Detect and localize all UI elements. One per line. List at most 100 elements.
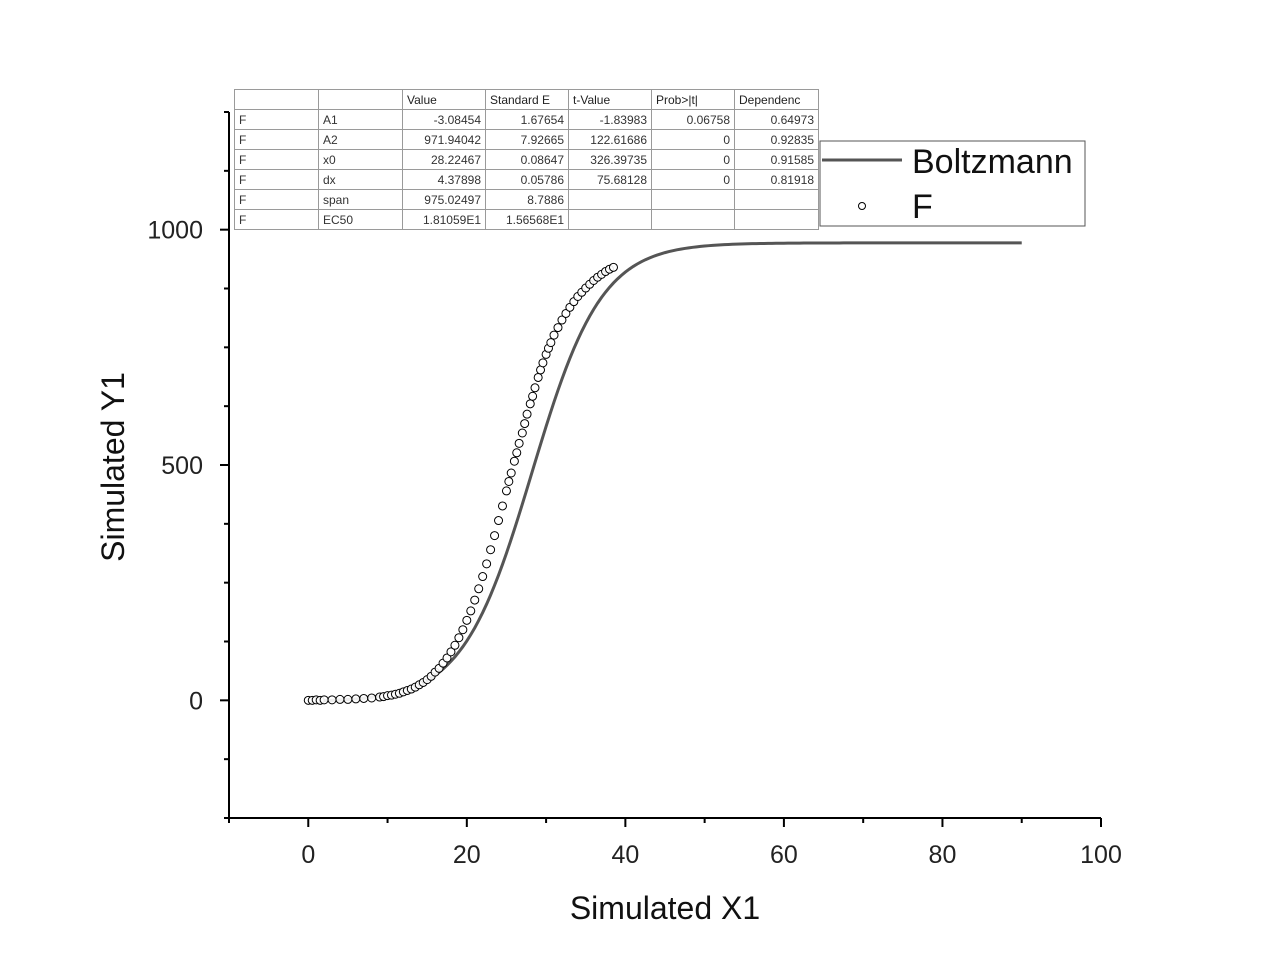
- x-tick-label: 80: [929, 841, 957, 869]
- y-tick-label: 1000: [147, 217, 203, 245]
- table-cell: EC50: [318, 209, 403, 230]
- table-cell: span: [318, 189, 403, 210]
- data-point: [497, 501, 507, 511]
- legend-box: [819, 140, 1086, 227]
- table-cell: [651, 209, 735, 230]
- table-cell: 1.56568E1: [485, 209, 569, 230]
- table-cell: 975.02497: [402, 189, 486, 210]
- data-point: [533, 372, 543, 382]
- table-cell: 0.92835: [734, 129, 819, 150]
- table-cell: A1: [318, 109, 403, 130]
- table-cell: 1.67654: [485, 109, 569, 130]
- data-point: [478, 572, 488, 582]
- table-header-cell: [318, 89, 403, 110]
- legend: Boltzmann F: [819, 140, 1086, 227]
- table-cell: F: [234, 129, 319, 150]
- table-cell: F: [234, 189, 319, 210]
- table-row: F A1 -3.08454 1.67654 -1.83983 0.06758 0…: [234, 109, 819, 130]
- boltzmann-fit-line: [308, 241, 1022, 703]
- data-point: [494, 516, 504, 526]
- table-cell: dx: [318, 169, 403, 190]
- table-header-cell: [234, 89, 319, 110]
- data-point: [514, 438, 524, 448]
- table-cell: A2: [318, 129, 403, 150]
- data-point: [557, 315, 567, 325]
- data-point: [525, 399, 535, 409]
- table-cell: 4.37898: [402, 169, 486, 190]
- data-point: [520, 419, 530, 429]
- fit-parameters-table: Value Standard E t-Value Prob>|t| Depend…: [234, 89, 819, 230]
- table-row: F x0 28.22467 0.08647 326.39735 0 0.9158…: [234, 149, 819, 170]
- table-cell: 0: [651, 129, 735, 150]
- table-cell: 0.81918: [734, 169, 819, 190]
- y-axis-title: Simulated Y1: [95, 372, 131, 562]
- table-cell: F: [234, 169, 319, 190]
- table-cell: F: [234, 209, 319, 230]
- table-cell: 0.06758: [651, 109, 735, 130]
- table-cell: 122.61686: [568, 129, 652, 150]
- x-tick-label: 0: [301, 841, 315, 869]
- data-point: [466, 606, 476, 616]
- table-row: F A2 971.94042 7.92665 122.61686 0 0.928…: [234, 129, 819, 150]
- table-row: F EC50 1.81059E1 1.56568E1: [234, 209, 819, 230]
- table-cell: 28.22467: [402, 149, 486, 170]
- data-point: [553, 323, 563, 333]
- legend-label-f: F: [912, 188, 933, 226]
- data-point: [490, 531, 500, 541]
- legend-label-boltzmann: Boltzmann: [912, 143, 1073, 181]
- y-tick-label: 500: [161, 452, 203, 480]
- data-point: [506, 468, 516, 478]
- data-point: [446, 647, 456, 657]
- data-point: [486, 545, 496, 555]
- data-point: [454, 633, 464, 643]
- table-cell: 0.08647: [485, 149, 569, 170]
- table-cell: x0: [318, 149, 403, 170]
- table-cell: -1.83983: [568, 109, 652, 130]
- table-cell: F: [234, 149, 319, 170]
- table-cell: F: [234, 109, 319, 130]
- data-point: [517, 428, 527, 438]
- table-header-cell: Prob>|t|: [651, 89, 735, 110]
- data-point: [450, 640, 460, 650]
- x-axis-title: Simulated X1: [570, 890, 760, 926]
- x-tick-label: 100: [1080, 841, 1122, 869]
- table-cell: 0: [651, 149, 735, 170]
- data-point: [482, 559, 492, 569]
- data-point: [530, 383, 540, 393]
- data-point: [501, 486, 511, 496]
- table-cell: [734, 189, 819, 210]
- data-point: [367, 693, 377, 703]
- data-point: [458, 625, 468, 635]
- table-header-row: Value Standard E t-Value Prob>|t| Depend…: [234, 89, 819, 110]
- data-point: [549, 330, 559, 340]
- table-cell: 75.68128: [568, 169, 652, 190]
- table-header-cell: t-Value: [568, 89, 652, 110]
- data-point: [504, 476, 514, 486]
- data-point: [462, 615, 472, 625]
- data-point: [538, 358, 548, 368]
- data-point: [359, 693, 369, 703]
- table-header-cell: Dependenc: [734, 89, 819, 110]
- table-cell: [734, 209, 819, 230]
- x-tick-label: 60: [770, 841, 798, 869]
- x-ticks: 0 20 40 60 80 100: [228, 818, 1122, 869]
- data-point: [528, 391, 538, 401]
- data-point: [512, 448, 522, 458]
- y-ticks: 0 500 1000: [147, 111, 229, 819]
- table-cell: [568, 189, 652, 210]
- plot-area: [303, 241, 1022, 705]
- table-cell: -3.08454: [402, 109, 486, 130]
- table-cell: 7.92665: [485, 129, 569, 150]
- table-header-cell: Standard E: [485, 89, 569, 110]
- legend-circle-icon: [858, 202, 866, 210]
- table-cell: 8.7886: [485, 189, 569, 210]
- table-cell: 0.91585: [734, 149, 819, 170]
- x-tick-label: 40: [611, 841, 639, 869]
- table-row: F dx 4.37898 0.05786 75.68128 0 0.81918: [234, 169, 819, 190]
- table-row: F span 975.02497 8.7886: [234, 189, 819, 210]
- data-point: [351, 694, 361, 704]
- table-cell: 1.81059E1: [402, 209, 486, 230]
- table-header-cell: Value: [402, 89, 486, 110]
- data-point: [608, 262, 618, 272]
